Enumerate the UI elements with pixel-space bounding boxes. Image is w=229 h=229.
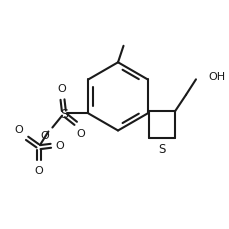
Text: O: O	[76, 129, 85, 139]
Text: S: S	[60, 107, 68, 120]
Text: O: O	[55, 141, 64, 151]
Text: S: S	[158, 142, 166, 155]
Text: O: O	[14, 125, 23, 135]
Text: O: O	[41, 130, 49, 140]
Text: O: O	[58, 84, 66, 94]
Text: OH: OH	[208, 72, 225, 82]
Text: O: O	[35, 165, 43, 175]
